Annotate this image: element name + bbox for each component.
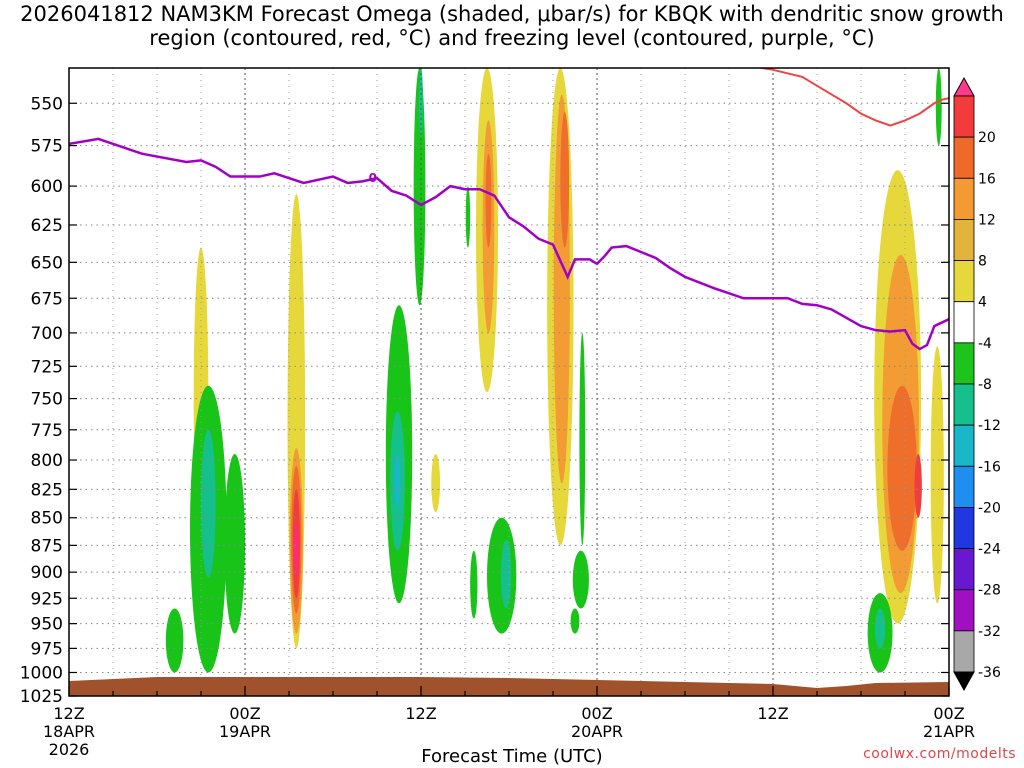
omega-region [874, 608, 886, 649]
y-tick-label: 675 [31, 289, 63, 309]
omega-region [431, 454, 441, 513]
x-tick-date: 18APR [43, 722, 95, 741]
x-axis-title: Forecast Time (UTC) [421, 746, 603, 767]
colorbar-label: -16 [978, 459, 1001, 475]
colorbar-swatch [953, 219, 975, 261]
x-tick-date: 20APR [571, 722, 623, 741]
x-tick-label: 00Z [229, 704, 260, 723]
colorbar-label: 8 [978, 254, 987, 270]
colorbar-label: -12 [978, 418, 1001, 434]
colorbar-swatch [953, 301, 975, 344]
x-tick-label: 12Z [405, 704, 436, 723]
omega-region [201, 429, 216, 578]
omega-region [930, 346, 944, 604]
colorbar-swatch [953, 589, 975, 632]
omega-region [500, 539, 512, 609]
y-tick-label: 600 [31, 177, 63, 197]
x-tick-label: 12Z [53, 704, 84, 723]
y-tick-label: 750 [31, 390, 63, 410]
colorbar: 20 16 12 8 4 -4 -8 -12 -16 -20 -24 -28 -32 -36 [953, 76, 1001, 692]
y-tick-label: 725 [31, 357, 63, 377]
colorbar-top-arrow [953, 76, 975, 97]
omega-region [485, 153, 492, 248]
y-tick-label: 975 [31, 639, 63, 659]
omega-region [470, 550, 478, 619]
y-tick-label: 700 [31, 324, 63, 344]
omega-region [914, 454, 922, 518]
y-tick-label: 900 [31, 563, 63, 583]
colorbar-swatch [953, 136, 975, 179]
y-tick-label: 575 [31, 137, 63, 157]
x-tick-year: 2026 [49, 740, 90, 759]
chart-title: 2026041812 NAM3KM Forecast Omega (shaded… [20, 2, 1004, 50]
omega-region [413, 68, 426, 306]
omega-region [465, 186, 471, 248]
y-tick-label: 800 [31, 451, 63, 471]
colorbar-label: 16 [978, 171, 996, 187]
x-tick-label: 00Z [933, 704, 964, 723]
x-tick-label: 00Z [581, 704, 612, 723]
y-tick-label: 1025 [20, 687, 63, 707]
y-tick-label: 775 [31, 421, 63, 441]
colorbar-bottom-arrow [953, 671, 975, 692]
y-axis: 550 575 600 625 650 675 700 725 750 775 800 825 850 8… [20, 94, 949, 707]
y-tick-label: 550 [31, 94, 63, 114]
colorbar-label: -32 [978, 624, 1001, 640]
colorbar-label: -4 [978, 336, 992, 352]
x-tick-label: 12Z [757, 704, 788, 723]
x-tick-date: 21APR [923, 722, 975, 741]
y-tick-label: 625 [31, 216, 63, 236]
omega-region [224, 454, 245, 634]
colorbar-swatch [953, 507, 975, 549]
colorbar-swatch [953, 630, 975, 673]
colorbar-swatch [953, 465, 975, 508]
omega-region [887, 385, 917, 551]
omega-region [394, 454, 401, 507]
colorbar-swatch [953, 548, 975, 591]
omega-region [935, 68, 942, 146]
y-tick-label: 825 [31, 480, 63, 500]
colorbar-label: 20 [978, 130, 996, 146]
y-tick-label: 650 [31, 253, 63, 273]
y-tick-label: 950 [31, 615, 63, 635]
omega-region [419, 68, 423, 138]
colorbar-label: 12 [978, 212, 996, 228]
omega-region [570, 608, 580, 634]
y-tick-label: 875 [31, 536, 63, 556]
omega-region [579, 332, 586, 546]
omega-region [294, 523, 299, 578]
omega-shading [165, 68, 944, 673]
dendritic-growth-contour [755, 68, 949, 127]
colorbar-label: -20 [978, 500, 1001, 516]
colorbar-swatch [953, 424, 975, 467]
omega-region [560, 111, 570, 248]
credit-link[interactable]: coolwx.com/modelts [863, 746, 1016, 762]
x-tick-date: 19APR [219, 722, 271, 741]
colorbar-swatch [953, 95, 975, 138]
freezing-level-contour [69, 137, 949, 351]
colorbar-label: -8 [978, 377, 992, 393]
y-tick-label: 850 [31, 509, 63, 529]
colorbar-label: -36 [978, 665, 1001, 681]
omega-region [165, 608, 184, 673]
omega-region [572, 550, 589, 609]
colorbar-swatch [953, 383, 975, 426]
freezing-level-label: 0 [369, 171, 377, 185]
colorbar-swatch [953, 260, 975, 303]
colorbar-swatch [953, 177, 975, 220]
y-tick-label: 1000 [20, 663, 63, 683]
colorbar-swatch [953, 342, 975, 385]
colorbar-label: 4 [978, 295, 987, 311]
colorbar-label: -28 [978, 583, 1001, 599]
y-tick-label: 925 [31, 589, 63, 609]
colorbar-label: -24 [978, 542, 1001, 558]
